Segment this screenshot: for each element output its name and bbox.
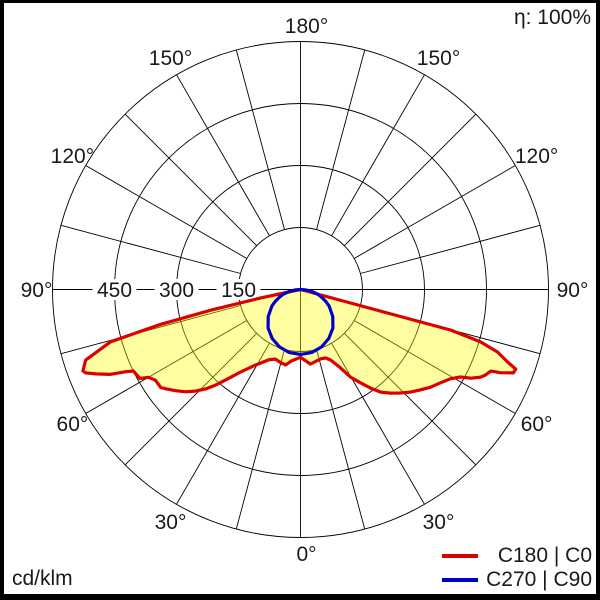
legend-item-c270-c90: C270 | C90 (442, 568, 592, 592)
grid-spoke-195 (235, 49, 285, 230)
grid-spoke-105 (360, 224, 541, 274)
grid-spoke-225 (124, 113, 258, 247)
angle-label-150-right: 150° (417, 47, 460, 70)
angle-label-90-right: 90° (557, 279, 589, 302)
radial-tick-mask-300 (154, 279, 199, 300)
grid-spoke-285 (60, 305, 241, 355)
grid-spoke-30 (331, 342, 425, 505)
grid-spoke-120 (353, 165, 516, 259)
angle-labels: 0° 30° 30° 60° 60° 90° 90° 120° 120° 150° 150° 180° (21, 15, 589, 566)
grid-spoke-165 (316, 49, 366, 230)
grid-spoke-45 (343, 332, 477, 466)
grid-spoke-330 (176, 342, 270, 505)
legend-line-blue (442, 578, 478, 582)
legend-item-c180-c0: C180 | C0 (442, 544, 592, 568)
unit-label: cd/klm (12, 567, 73, 590)
legend: C180 | C0 C270 | C90 (442, 544, 592, 592)
grid-spoke-345 (235, 349, 285, 530)
curve-c180-c0 (81, 287, 518, 395)
angle-label-150-left: 150° (149, 47, 192, 70)
radial-tick-450: 450 (97, 279, 132, 302)
angle-label-30-right: 30° (423, 511, 455, 534)
legend-line-red (442, 554, 478, 558)
angle-label-120-right: 120° (515, 145, 558, 168)
grid-spoke-315 (124, 332, 258, 466)
angle-label-120-left: 120° (51, 145, 94, 168)
grid-spoke-240 (85, 165, 248, 259)
grid-spoke-135 (343, 113, 477, 247)
radial-tick-150: 150 (221, 279, 256, 302)
angle-label-60-right: 60° (521, 413, 553, 436)
angle-label-60-left: 60° (57, 413, 89, 436)
grid-spoke-255 (60, 224, 241, 274)
grid-spoke-300 (85, 320, 248, 414)
grid-spoke-15 (316, 349, 366, 530)
radial-tick-mask-450 (92, 279, 137, 300)
polar-grid (52, 41, 549, 538)
legend-label-c270-c90: C270 | C90 (486, 568, 592, 591)
angle-label-30-left: 30° (155, 511, 187, 534)
grid-spoke-210 (176, 74, 270, 237)
angle-label-90-left: 90° (21, 279, 53, 302)
angle-label-180: 180° (285, 15, 328, 38)
grid-spoke-150 (331, 74, 425, 237)
efficiency-label: η: 100% (513, 6, 591, 29)
angle-label-0: 0° (296, 543, 316, 566)
grid-spoke-60 (353, 320, 516, 414)
curve-c270-c90 (266, 287, 335, 356)
radial-tick-300: 300 (159, 279, 194, 302)
radial-tick-labels: 450 300 150 (92, 279, 261, 302)
legend-label-c180-c0: C180 | C0 (497, 544, 592, 567)
radial-tick-mask-150 (216, 279, 261, 300)
